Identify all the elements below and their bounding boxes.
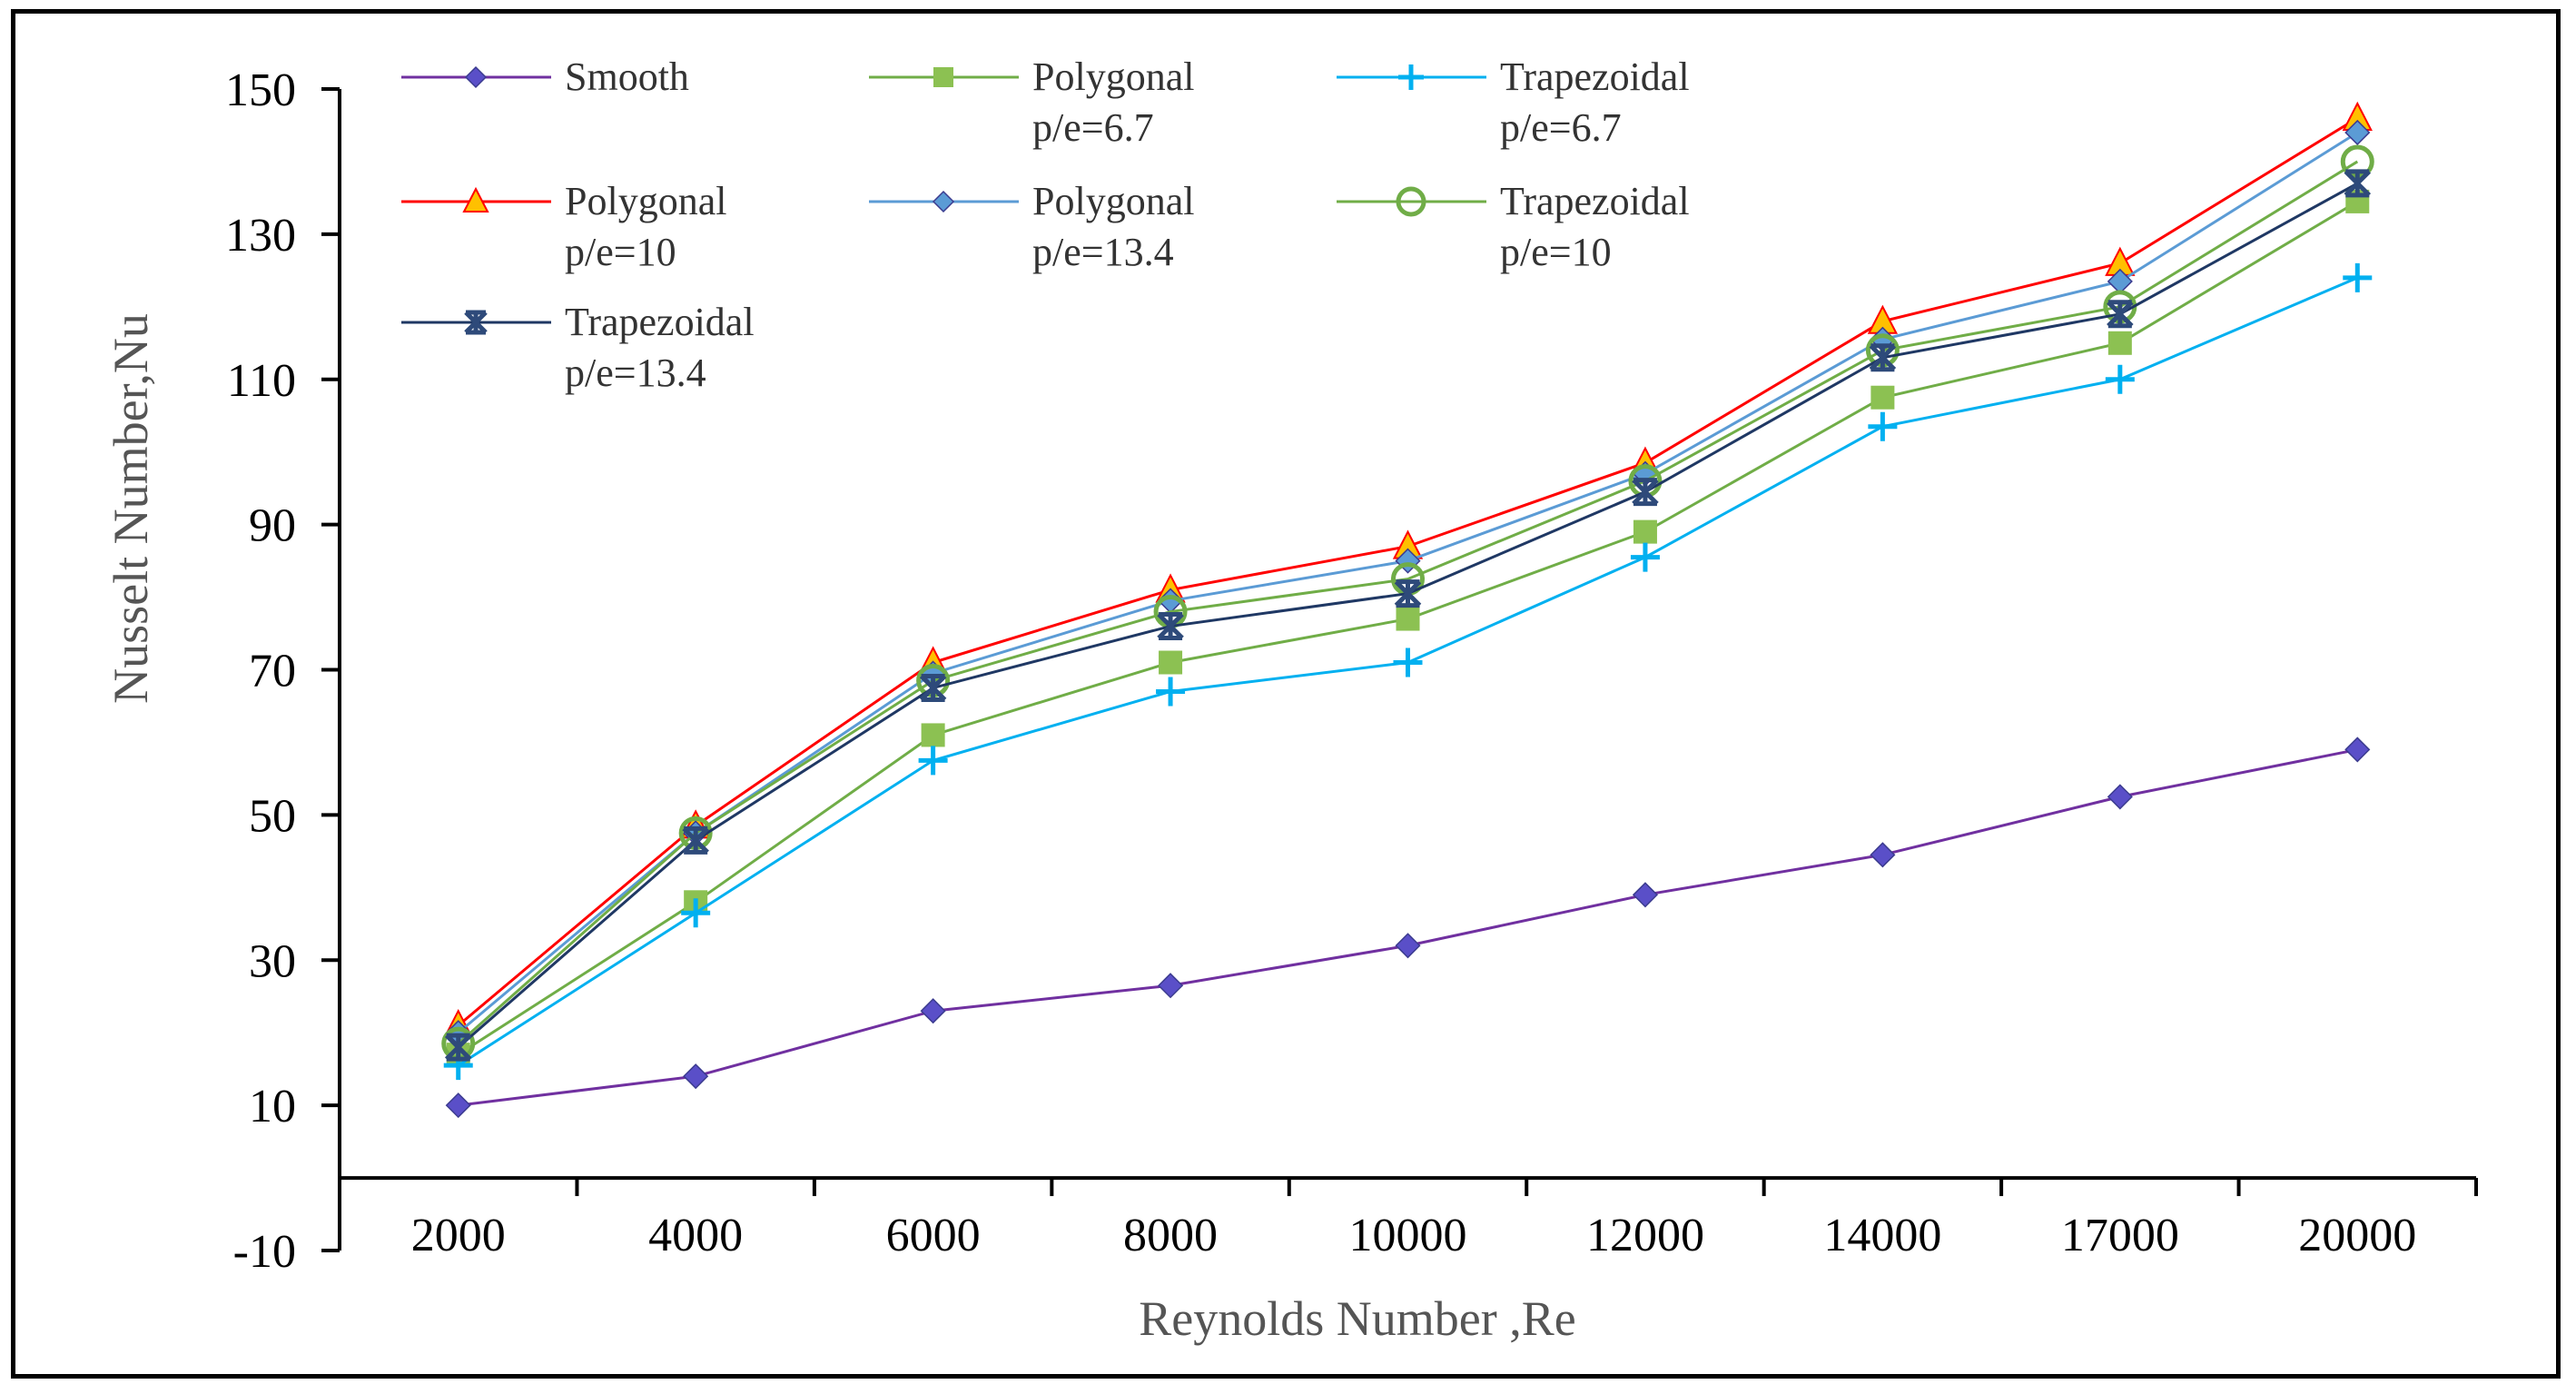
legend-label-line2: p/e=6.7: [1032, 105, 1154, 150]
legend-entry: Trapezoidal p/e=13.4: [401, 300, 755, 395]
legend-label: Smooth: [565, 54, 689, 99]
data-point: [1159, 650, 1183, 675]
data-point: [1632, 478, 1659, 507]
x-tick-label: 20000: [2298, 1210, 2416, 1261]
y-tick-label: 90: [249, 500, 296, 552]
data-point: [1870, 385, 1895, 410]
legend-label: Trapezoidal: [565, 300, 755, 344]
legend-label-line2: p/e=10: [565, 230, 676, 274]
legend-label: Trapezoidal: [1500, 179, 1690, 223]
x-tick-label: 6000: [886, 1210, 981, 1261]
legend: Smooth Polygonal p/e=6.7 Trapezoidal p/e=6.7…: [401, 54, 1690, 395]
data-point: [1393, 648, 1423, 677]
data-point: [919, 673, 947, 702]
series-6: [444, 169, 2372, 1062]
legend-marker: [462, 186, 489, 213]
series-2: [443, 262, 2373, 1081]
legend-label-line2: p/e=6.7: [1500, 105, 1622, 150]
data-point: [1395, 933, 1421, 959]
y-tick-label: 110: [227, 355, 296, 407]
data-point: [681, 898, 711, 928]
data-point: [2344, 737, 2371, 763]
legend-marker: [464, 310, 488, 335]
legend-marker: [932, 190, 955, 213]
data-point: [682, 826, 709, 855]
chart-frame: -10 10 30 50 70 90 110 130 150 2000 4000 6000 8000 10…: [11, 9, 2561, 1379]
y-axis-title: Nusselt Number,Nu: [104, 313, 158, 704]
data-point: [683, 1063, 709, 1090]
y-tick-label: 50: [249, 790, 296, 842]
data-point: [918, 746, 948, 776]
x-tick-label: 2000: [411, 1210, 506, 1261]
data-point: [1157, 612, 1184, 641]
data-point: [2107, 300, 2134, 329]
x-tick-label: 4000: [648, 1210, 743, 1261]
data-point: [1869, 343, 1897, 372]
data-point: [1633, 519, 1657, 544]
legend-marker: [1398, 64, 1424, 90]
legend-entry: Polygonal p/e=10: [401, 179, 726, 274]
legend-marker: [1396, 186, 1426, 217]
axes: -10 10 30 50 70 90 110 130 150 2000 4000 6000 8000 10…: [225, 64, 2478, 1278]
data-point: [1630, 542, 1660, 572]
series-0: [445, 737, 2371, 1119]
y-tick-label: 30: [249, 935, 296, 987]
legend-label-line2: p/e=13.4: [1032, 230, 1174, 274]
data-point: [445, 1092, 471, 1119]
y-tick-label: -10: [233, 1226, 296, 1278]
series-layer: [441, 101, 2374, 1119]
legend-label: Polygonal: [565, 179, 726, 223]
data-point: [1632, 882, 1659, 908]
x-axis-title: Reynolds Number ,Re: [1139, 1291, 1575, 1346]
y-tick-label: 70: [249, 646, 296, 697]
data-point: [2344, 119, 2371, 146]
data-point: [1396, 607, 1420, 631]
data-point: [1868, 411, 1898, 441]
data-point: [2344, 169, 2372, 198]
legend-marker: [464, 65, 488, 89]
legend-entry: Trapezoidal p/e=10: [1337, 179, 1690, 274]
data-point: [1394, 579, 1422, 608]
legend-label: Polygonal: [1032, 54, 1194, 99]
y-tick-label: 10: [249, 1081, 296, 1132]
legend-entry: Polygonal p/e=6.7: [869, 54, 1194, 150]
series-line: [457, 160, 2359, 1045]
x-tick-label: 10000: [1349, 1210, 1467, 1261]
legend-label-line2: p/e=10: [1500, 230, 1612, 274]
data-point: [1870, 842, 1896, 868]
data-point: [2105, 364, 2135, 394]
x-tick-label: 12000: [1586, 1210, 1704, 1261]
data-point: [444, 1033, 472, 1062]
x-tick-label: 8000: [1123, 1210, 1218, 1261]
y-tick-label: 150: [225, 64, 296, 116]
data-point: [2107, 784, 2133, 810]
data-point: [1156, 677, 1186, 707]
data-point: [921, 723, 945, 747]
x-tick-label: 14000: [1823, 1210, 1941, 1261]
data-point: [2343, 262, 2373, 292]
data-point: [1157, 973, 1184, 999]
legend-label-line2: p/e=13.4: [565, 351, 706, 395]
x-tick-label: 17000: [2061, 1210, 2179, 1261]
legend-label: Polygonal: [1032, 179, 1194, 223]
y-tick-label: 130: [225, 210, 296, 262]
legend-marker: [933, 67, 953, 87]
nusselt-line-chart: -10 10 30 50 70 90 110 130 150 2000 4000 6000 8000 10…: [104, 54, 2478, 1346]
legend-entry: Polygonal p/e=13.4: [869, 179, 1194, 274]
data-point: [920, 998, 946, 1024]
data-point: [2107, 331, 2132, 355]
legend-entry: Smooth: [401, 54, 689, 99]
legend-entry: Trapezoidal p/e=6.7: [1337, 54, 1690, 150]
legend-label: Trapezoidal: [1500, 54, 1690, 99]
